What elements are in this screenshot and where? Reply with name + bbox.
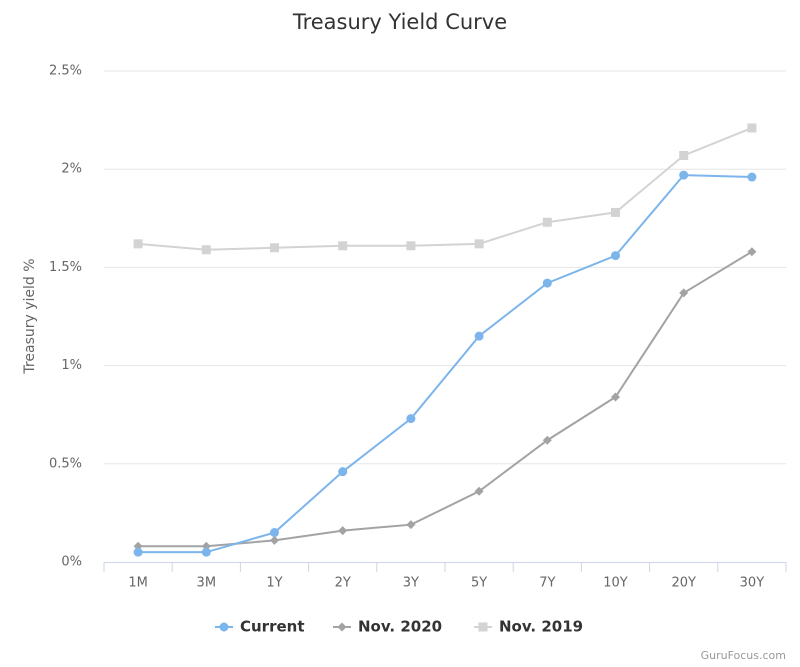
data-point: [133, 239, 143, 249]
data-point: [542, 217, 552, 227]
legend-label[interactable]: Nov. 2020: [358, 618, 442, 636]
legend-label[interactable]: Current: [240, 618, 305, 636]
y-axis-label: Treasury yield %: [22, 258, 38, 374]
data-point: [542, 435, 552, 445]
data-point: [747, 123, 757, 133]
x-tick-label: 1M: [128, 576, 148, 591]
data-point: [338, 241, 348, 251]
data-point: [747, 247, 757, 257]
data-point: [611, 251, 620, 261]
series-line: [138, 174, 752, 554]
legend-marker: [219, 622, 229, 632]
series-line: [138, 127, 753, 251]
data-point: [611, 207, 620, 217]
x-tick-label: 2Y: [335, 576, 351, 591]
data-point: [133, 547, 143, 557]
y-tick-label: 1.5%: [49, 260, 82, 275]
x-tick-label: 10Y: [603, 576, 628, 591]
data-point: [406, 414, 416, 424]
x-tick-label: 5Y: [471, 576, 487, 591]
data-point: [474, 486, 484, 496]
data-point: [201, 245, 211, 255]
credit: GuruFocus.com: [701, 649, 786, 662]
data-point: [201, 547, 211, 557]
legend-marker: [478, 622, 488, 632]
x-tick-label: 1Y: [266, 576, 282, 591]
data-point: [611, 392, 620, 402]
data-point: [270, 528, 279, 538]
series-line: [138, 250, 753, 548]
data-point: [679, 170, 689, 180]
data-point: [474, 331, 484, 341]
data-point: [338, 526, 348, 536]
data-point: [406, 520, 416, 530]
x-tick-label: 3Y: [403, 576, 419, 591]
x-tick-label: 3M: [197, 576, 217, 591]
data-point: [338, 467, 348, 477]
data-point: [679, 150, 689, 160]
y-tick-label: 2%: [61, 162, 82, 177]
data-point: [406, 241, 416, 251]
x-tick-label: 7Y: [539, 576, 555, 591]
x-tick-label: 30Y: [740, 576, 765, 591]
chart-title: Treasury Yield Curve: [292, 10, 507, 34]
y-tick-label: 0.5%: [49, 456, 82, 471]
data-point: [747, 172, 757, 182]
legend-label[interactable]: Nov. 2019: [499, 618, 583, 636]
data-point: [679, 288, 689, 298]
legend-marker: [337, 622, 347, 632]
data-point: [474, 239, 484, 249]
x-tick-label: 20Y: [671, 576, 696, 591]
y-tick-label: 1%: [61, 358, 82, 373]
y-tick-label: 2.5%: [49, 64, 82, 79]
data-point: [542, 278, 552, 288]
data-point: [270, 535, 279, 545]
data-point: [270, 243, 279, 253]
y-tick-label: 0%: [61, 555, 82, 570]
